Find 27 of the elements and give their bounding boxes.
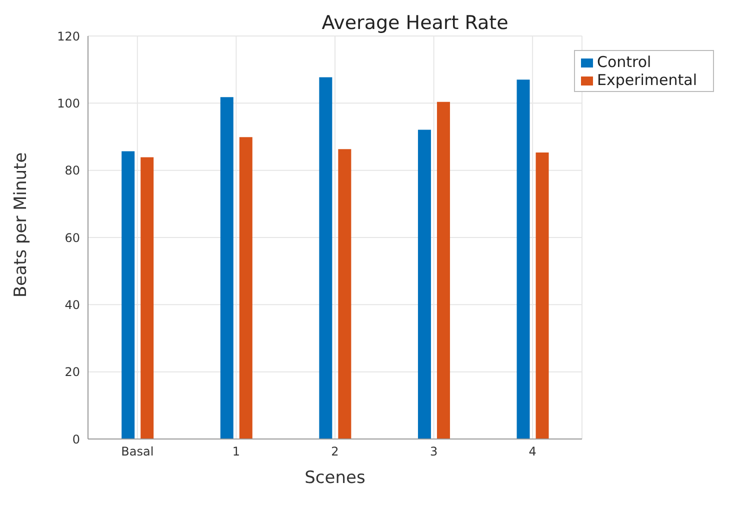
y-tick-label: 40	[64, 298, 80, 312]
bar	[122, 151, 135, 439]
y-tick-label: 80	[64, 164, 80, 178]
chart-title: Average Heart Rate	[320, 12, 510, 34]
legend-label: Control	[596, 53, 652, 71]
bar	[338, 149, 352, 439]
x-tick-label: 4	[528, 444, 536, 459]
y-tick-label: 120	[57, 29, 80, 44]
bar	[436, 102, 450, 439]
bar	[418, 130, 431, 439]
y-axis-title: Beats per Minute	[11, 152, 32, 298]
y-tick-label: 0	[72, 432, 80, 446]
bar	[220, 97, 234, 439]
y-tick-label: 100	[57, 96, 80, 110]
bar	[516, 80, 530, 439]
x-tick-label: 2	[331, 444, 339, 459]
y-tick-label: 60	[64, 230, 80, 245]
bar	[536, 152, 549, 439]
x-tick-label: 1	[232, 444, 240, 459]
x-tick-label: Basal	[121, 444, 154, 459]
y-tick-label: 20	[64, 365, 80, 380]
x-axis-title: Scenes	[304, 468, 366, 488]
bar	[239, 137, 252, 439]
legend-label: Experimental	[596, 71, 697, 89]
x-tick-label: 3	[430, 444, 438, 459]
bar	[140, 157, 154, 439]
bar	[319, 77, 332, 439]
